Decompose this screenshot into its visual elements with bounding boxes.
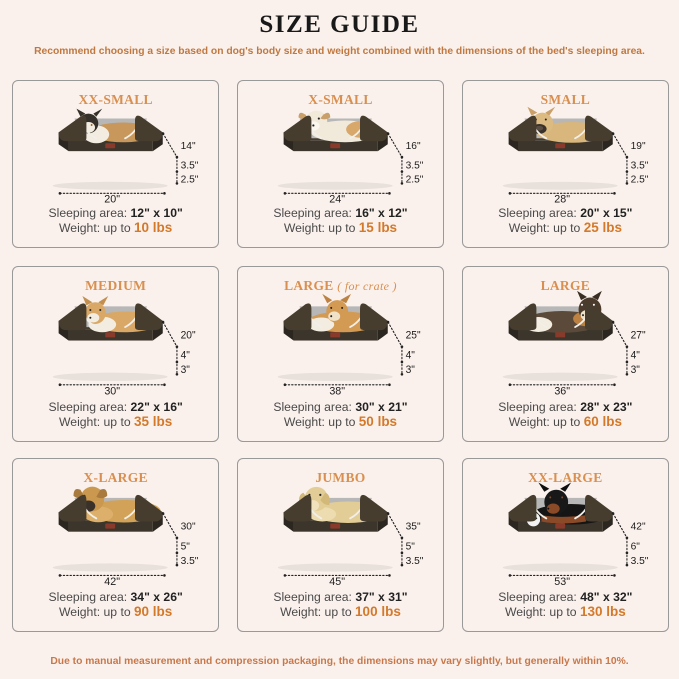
svg-text:16": 16" [405, 141, 420, 152]
svg-text:35": 35" [405, 522, 420, 533]
svg-text:30": 30" [181, 522, 196, 533]
svg-text:4": 4" [630, 350, 640, 361]
svg-text:14": 14" [181, 141, 196, 152]
svg-text:42": 42" [104, 576, 120, 588]
svg-text:28": 28" [554, 194, 570, 206]
svg-text:20": 20" [181, 330, 196, 341]
svg-text:3.5": 3.5" [630, 556, 648, 567]
svg-text:3.5": 3.5" [181, 556, 199, 567]
svg-text:6": 6" [630, 541, 640, 552]
svg-text:5": 5" [405, 541, 415, 552]
svg-text:38": 38" [329, 385, 345, 397]
svg-text:24": 24" [329, 194, 345, 206]
svg-text:4": 4" [181, 350, 191, 361]
svg-text:36": 36" [554, 385, 570, 397]
svg-text:25": 25" [405, 330, 420, 341]
svg-text:53": 53" [554, 576, 570, 588]
svg-text:20": 20" [104, 194, 120, 206]
svg-text:3": 3" [405, 365, 415, 376]
svg-text:19": 19" [630, 141, 645, 152]
svg-text:4": 4" [405, 350, 415, 361]
svg-text:27": 27" [630, 330, 645, 341]
svg-text:2.5": 2.5" [405, 174, 423, 185]
svg-text:3.5": 3.5" [181, 160, 199, 171]
svg-text:2.5": 2.5" [630, 174, 648, 185]
svg-text:3.5": 3.5" [630, 160, 648, 171]
svg-text:3.5": 3.5" [405, 160, 423, 171]
svg-text:5": 5" [181, 541, 191, 552]
svg-text:3.5": 3.5" [405, 556, 423, 567]
svg-text:42": 42" [630, 522, 645, 533]
svg-text:2.5": 2.5" [181, 174, 199, 185]
svg-text:45": 45" [329, 576, 345, 588]
svg-text:30": 30" [104, 385, 120, 397]
svg-text:3": 3" [630, 365, 640, 376]
svg-text:3": 3" [181, 365, 191, 376]
